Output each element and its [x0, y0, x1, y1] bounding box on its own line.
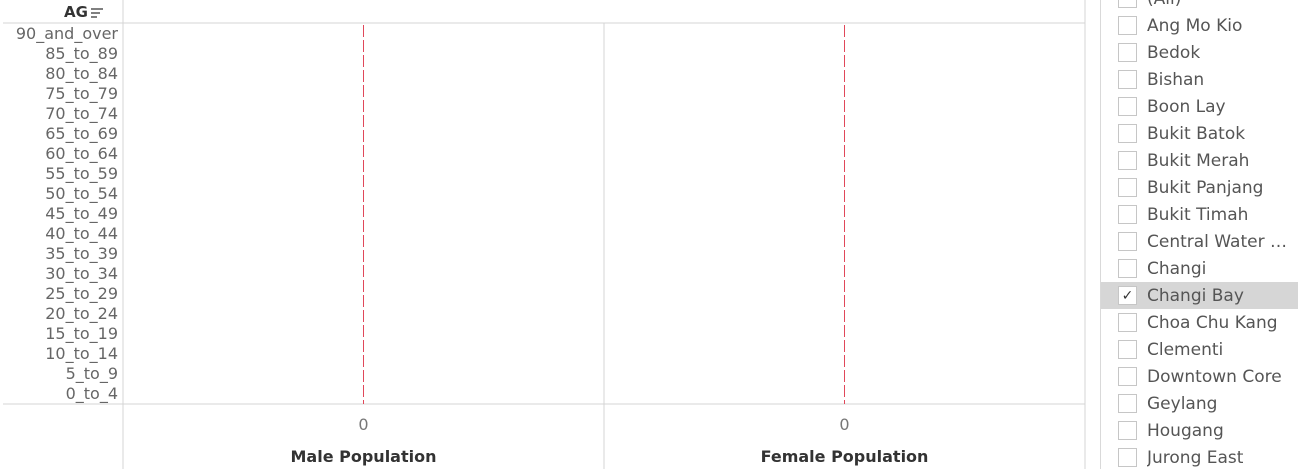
filter-item[interactable]: Choa Chu Kang	[1101, 309, 1298, 336]
filter-item-label: Changi	[1147, 258, 1207, 279]
age-group-label: 10_to_14	[45, 344, 118, 364]
age-group-label: 30_to_34	[45, 264, 118, 284]
filter-item[interactable]: Bukit Timah	[1101, 201, 1298, 228]
filter-item[interactable]: Ang Mo Kio	[1101, 12, 1298, 39]
x-tick-label: 0	[358, 415, 368, 434]
filter-item[interactable]: ✓ Changi Bay	[1101, 282, 1298, 309]
age-group-label: 5_to_9	[66, 364, 118, 384]
checkbox[interactable]	[1118, 178, 1137, 197]
age-group-label: 90_and_over	[16, 24, 119, 44]
checkbox[interactable]	[1118, 232, 1137, 251]
filter-item-label: Changi Bay	[1147, 285, 1244, 306]
filter-item-label: (All)	[1147, 0, 1181, 9]
filter-item[interactable]: Clementi	[1101, 336, 1298, 363]
filter-item-label: Boon Lay	[1147, 96, 1226, 117]
checkbox[interactable]	[1118, 151, 1137, 170]
filter-item[interactable]: Hougang	[1101, 417, 1298, 444]
population-pyramid-chart: AG 90_and_over85_to_8980_to_8475_to_7970…	[3, 0, 1086, 469]
planning-area-filter: (All) Ang Mo Kio Bedok Bishan Boon Lay Bukit …	[1100, 0, 1298, 469]
filter-item-label: Geylang	[1147, 393, 1218, 414]
filter-item[interactable]: Bukit Batok	[1101, 120, 1298, 147]
chart-marks	[363, 25, 845, 404]
filter-item[interactable]: Boon Lay	[1101, 93, 1298, 120]
filter-item-label: Clementi	[1147, 339, 1224, 360]
age-group-label: 70_to_74	[45, 104, 118, 124]
filter-item[interactable]: Jurong East	[1101, 444, 1298, 469]
filter-item[interactable]: (All)	[1101, 0, 1298, 12]
checkbox[interactable]	[1118, 394, 1137, 413]
x-axis: 0 Male Population 0 Female Population	[291, 415, 929, 466]
chart-frame	[3, 0, 1086, 469]
checkbox[interactable]	[1118, 421, 1137, 440]
age-group-label: 80_to_84	[45, 64, 118, 84]
age-group-label: 85_to_89	[45, 44, 118, 64]
checkbox[interactable]	[1118, 70, 1137, 89]
filter-item-label: Ang Mo Kio	[1147, 15, 1243, 36]
filter-item-label: Choa Chu Kang	[1147, 312, 1278, 333]
filter-item-label: Hougang	[1147, 420, 1224, 441]
age-group-label: 20_to_24	[45, 304, 118, 324]
filter-item[interactable]: Bukit Merah	[1101, 147, 1298, 174]
age-group-label: 55_to_59	[45, 164, 118, 184]
male-axis-title[interactable]: Male Population	[291, 447, 437, 466]
filter-item-label: Central Water Ca..	[1147, 231, 1297, 252]
checkbox[interactable]	[1118, 313, 1137, 332]
age-group-label: 0_to_4	[66, 384, 118, 404]
age-group-label: 40_to_44	[45, 224, 118, 244]
filter-item[interactable]: Bishan	[1101, 66, 1298, 93]
row-header-ag[interactable]: AG	[64, 3, 88, 21]
checkbox[interactable]	[1118, 0, 1137, 8]
checkbox[interactable]	[1118, 16, 1137, 35]
sort-icon[interactable]	[91, 8, 103, 18]
filter-item-label: Bukit Panjang	[1147, 177, 1264, 198]
filter-item-label: Bukit Batok	[1147, 123, 1246, 144]
filter-item-label: Bedok	[1147, 42, 1201, 63]
age-group-label: 45_to_49	[45, 204, 118, 224]
checkbox[interactable]	[1118, 448, 1137, 467]
filter-item-label: Bukit Timah	[1147, 204, 1249, 225]
filter-item[interactable]: Downtown Core	[1101, 363, 1298, 390]
filter-item[interactable]: Bukit Panjang	[1101, 174, 1298, 201]
checkbox[interactable]	[1118, 124, 1137, 143]
checkbox[interactable]	[1118, 43, 1137, 62]
filter-item-label: Jurong East	[1147, 447, 1244, 468]
checkbox[interactable]	[1118, 205, 1137, 224]
filter-item[interactable]: Geylang	[1101, 390, 1298, 417]
age-group-axis: 90_and_over85_to_8980_to_8475_to_7970_to…	[16, 24, 119, 404]
female-axis-title[interactable]: Female Population	[761, 447, 929, 466]
filter-item[interactable]: Bedok	[1101, 39, 1298, 66]
age-group-label: 35_to_39	[45, 244, 118, 264]
filter-item[interactable]: Central Water Ca..	[1101, 228, 1298, 255]
filter-item-label: Bukit Merah	[1147, 150, 1250, 171]
age-group-label: 50_to_54	[45, 184, 118, 204]
age-group-label: 60_to_64	[45, 144, 118, 164]
filter-item-label: Bishan	[1147, 69, 1205, 90]
checkbox[interactable]	[1118, 367, 1137, 386]
age-group-label: 65_to_69	[45, 124, 118, 144]
checkbox[interactable]	[1118, 259, 1137, 278]
filter-item-label: Downtown Core	[1147, 366, 1282, 387]
age-group-label: 75_to_79	[45, 84, 118, 104]
checkbox[interactable]: ✓	[1118, 286, 1137, 305]
filter-item[interactable]: Changi	[1101, 255, 1298, 282]
x-tick-label: 0	[839, 415, 849, 434]
checkmark-icon: ✓	[1121, 287, 1134, 304]
age-group-label: 15_to_19	[45, 324, 118, 344]
age-group-label: 25_to_29	[45, 284, 118, 304]
checkbox[interactable]	[1118, 97, 1137, 116]
checkbox[interactable]	[1118, 340, 1137, 359]
